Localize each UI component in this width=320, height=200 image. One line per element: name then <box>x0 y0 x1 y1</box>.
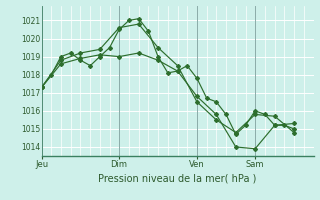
X-axis label: Pression niveau de la mer( hPa ): Pression niveau de la mer( hPa ) <box>99 173 257 183</box>
